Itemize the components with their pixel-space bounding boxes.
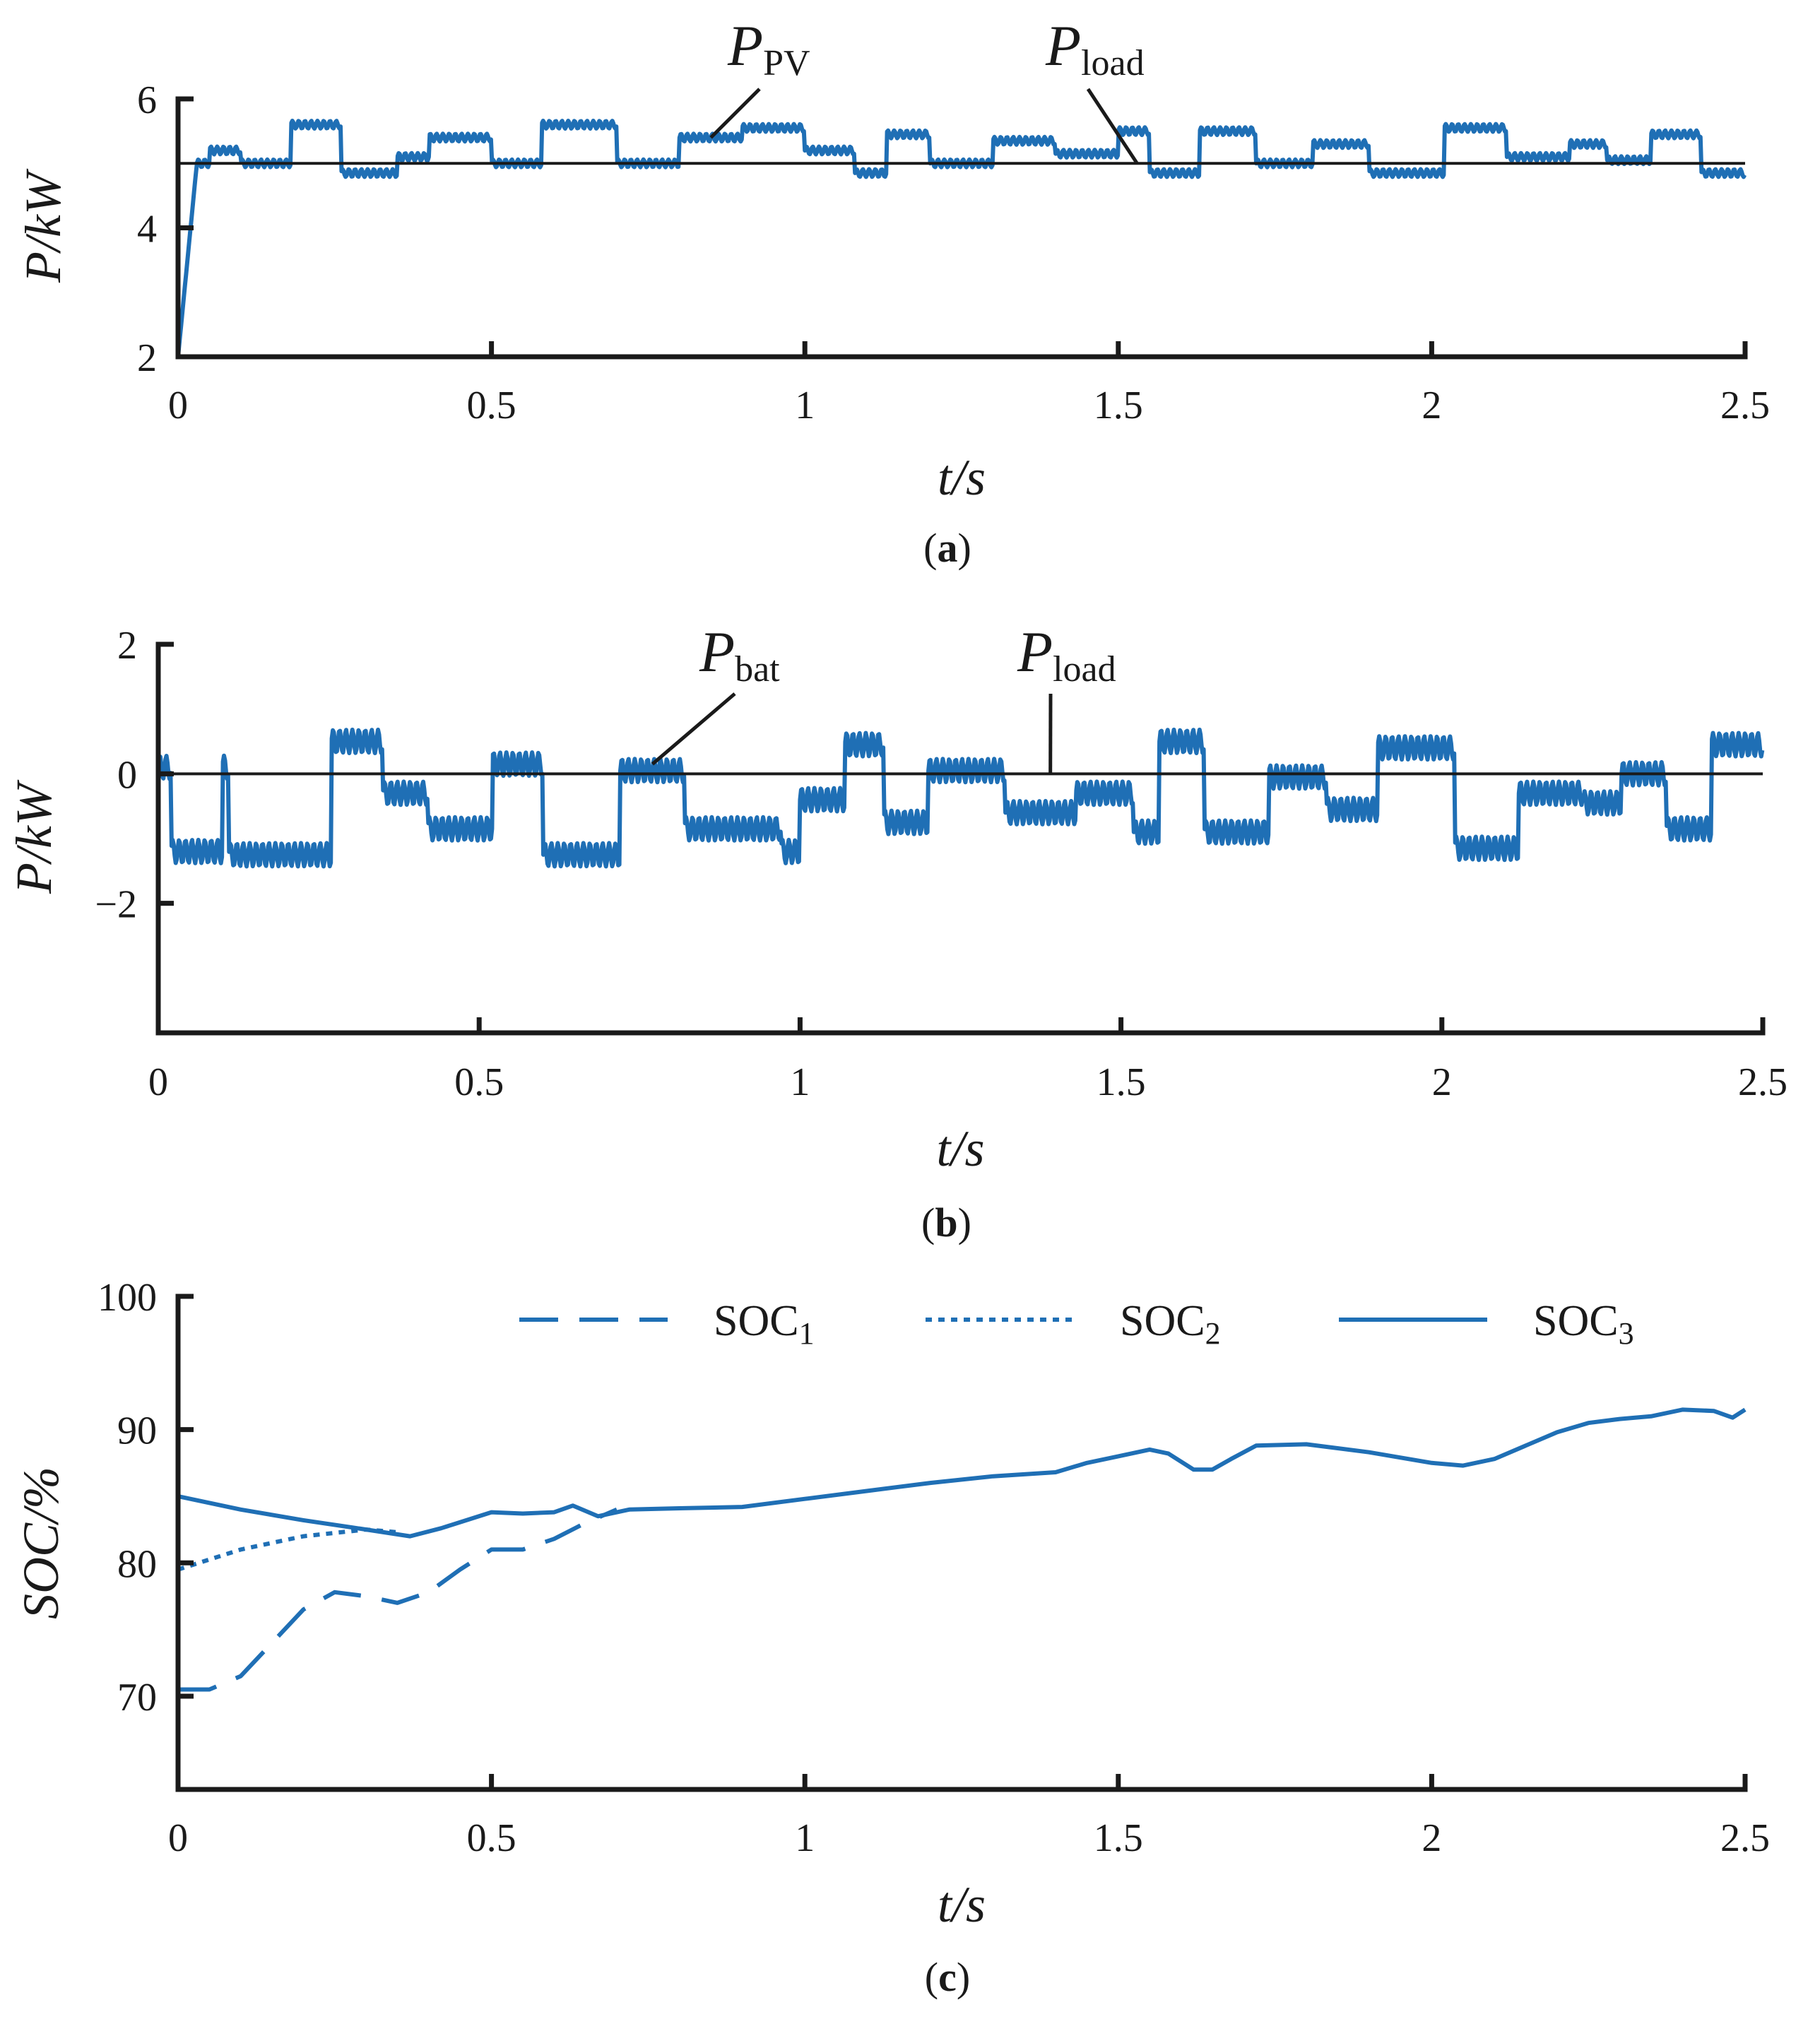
annotation-p-load: Pload [1017, 620, 1116, 689]
y-tick-label: 4 [137, 208, 157, 251]
x-tick-label: 0.5 [467, 384, 516, 427]
x-tick-label: 2.5 [1720, 384, 1770, 427]
x-tick-label: 1.5 [1094, 384, 1143, 427]
panel-a: 0 0.5 1 1.5 2 2.5 2 4 6 t/s P/kW (a) PPV Pload [15, 13, 1770, 571]
x-axis-label: t/s [936, 1120, 984, 1177]
y-axis-label: P/kW [6, 779, 62, 894]
y-tick-label: 100 [98, 1276, 157, 1320]
annotation-p-pv: PPV [727, 13, 810, 83]
series-p-pv [176, 119, 1747, 357]
y-tick-label: 90 [117, 1409, 157, 1453]
y-tick-label: 70 [117, 1676, 157, 1720]
y-tick-label: 6 [137, 78, 157, 122]
annotation-leader [709, 88, 761, 139]
x-tick-label: 0.5 [454, 1060, 504, 1104]
x-tick-label: 0 [148, 1060, 168, 1104]
x-tick-label: 0 [168, 1816, 188, 1860]
x-tick-label: 2 [1432, 1060, 1452, 1104]
y-tick-label: 0 [117, 753, 137, 797]
series-soc3 [177, 1407, 1747, 1539]
y-tick-label: 80 [117, 1542, 157, 1586]
x-tick-label: 2.5 [1738, 1060, 1788, 1104]
annotation-leader [651, 692, 736, 766]
y-axis-label: SOC/% [13, 1467, 69, 1619]
axes-frame [175, 96, 1748, 360]
series-p-bat [156, 728, 1765, 869]
legend-label-soc3: SOC3 [1533, 1297, 1634, 1351]
y-tick-label: −2 [95, 883, 137, 927]
annotation-p-load: Pload [1045, 13, 1145, 83]
panel-caption: (b) [921, 1200, 971, 1245]
legend-label-soc1: SOC1 [714, 1297, 815, 1351]
annotation-leader [1086, 88, 1139, 165]
series-soc2 [177, 1527, 398, 1572]
panel-caption: (a) [923, 525, 971, 571]
x-tick-label: 2 [1422, 1816, 1441, 1860]
x-axis-label: t/s [938, 449, 986, 506]
x-tick-label: 1 [790, 1060, 810, 1104]
x-tick-label: 1.5 [1094, 1816, 1143, 1860]
x-tick-label: 0.5 [467, 1816, 516, 1860]
annotation-p-bat: Pbat [699, 620, 780, 689]
x-tick-label: 1 [795, 1816, 815, 1860]
x-tick-label: 1 [795, 384, 815, 427]
x-tick-label: 2.5 [1720, 1816, 1770, 1860]
panel-b: 0 0.5 1 1.5 2 2.5 −2 0 2 t/s P/kW (b) Pbat Pload [6, 620, 1788, 1245]
axes-frame [155, 641, 1766, 1036]
x-tick-label: 1.5 [1097, 1060, 1146, 1104]
x-tick-label: 2 [1422, 384, 1441, 427]
axes-frame [175, 1294, 1748, 1792]
y-axis-label: P/kW [15, 168, 71, 283]
panel-c: 0 0.5 1 1.5 2 2.5 70 80 90 100 t/s SOC/% (c) SOC1 SOC2… [13, 1276, 1770, 2000]
legend-label-soc2: SOC2 [1120, 1297, 1221, 1351]
x-tick-label: 0 [168, 384, 188, 427]
panel-caption: (c) [925, 1954, 970, 2000]
series-soc1 [178, 1508, 618, 1692]
y-tick-label: 2 [137, 336, 157, 380]
legend: SOC1 SOC2 SOC3 [519, 1297, 1634, 1351]
x-axis-label: t/s [938, 1876, 986, 1933]
y-tick-label: 2 [117, 624, 137, 668]
